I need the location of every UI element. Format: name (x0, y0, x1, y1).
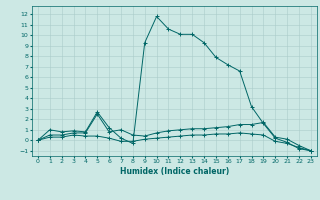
X-axis label: Humidex (Indice chaleur): Humidex (Indice chaleur) (120, 167, 229, 176)
